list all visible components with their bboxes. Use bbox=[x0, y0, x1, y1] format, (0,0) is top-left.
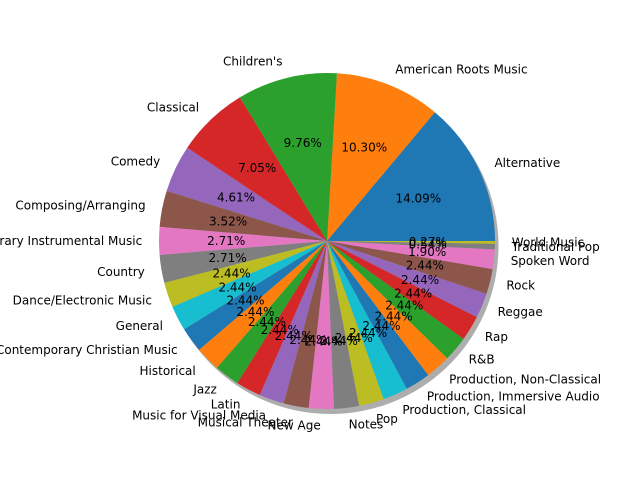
pie-category-label-dance-electronic-music: Dance/Electronic Music bbox=[13, 293, 152, 307]
pie-slice-r-b bbox=[327, 241, 464, 359]
pie-percent-label-children-s: 9.76% bbox=[284, 136, 322, 150]
pie-percent-label-production-immersive-audio: 2.44% bbox=[362, 319, 400, 333]
pie-category-label-traditional-pop: Traditional Pop bbox=[511, 240, 600, 254]
pie-percent-label-contemporary-christian-music: 2.44% bbox=[226, 293, 264, 307]
pie-slice-contemporary-instrumental-music bbox=[159, 226, 327, 256]
pie-category-label-contemporary-christian-music: Contemporary Christian Music bbox=[0, 343, 178, 357]
pie-percent-label-notes: 2.44% bbox=[320, 334, 358, 348]
pie-percent-label-musical-theater: 2.44% bbox=[289, 333, 327, 347]
pie-category-label-layer: Alternative American Roots Music Children'… bbox=[0, 55, 601, 433]
pie-percent-label-music-for-visual-media: 2.44% bbox=[275, 329, 313, 343]
pie-category-label-production-classical: Production, Classical bbox=[402, 403, 526, 417]
pie-percent-label-pop: 2.44% bbox=[335, 331, 373, 345]
pie-slice-musical-theater bbox=[283, 241, 327, 408]
pie-percent-label-classical: 7.05% bbox=[238, 161, 276, 175]
pie-slice-comedy bbox=[166, 147, 327, 241]
pie-slice-production-immersive-audio bbox=[327, 241, 429, 389]
pie-percent-label-spoken-word: 1.90% bbox=[408, 245, 446, 259]
pie-slice-production-classical bbox=[327, 241, 407, 400]
pie-percent-label-layer: 14.09% 10.30% 9.76% 7.05% 4.61% 3.52% 2.71% 2.7… bbox=[207, 136, 447, 349]
pie-category-label-rap: Rap bbox=[485, 330, 508, 344]
pie-percent-label-world-music: 0.27% bbox=[409, 235, 447, 249]
pie-category-label-general: General bbox=[116, 319, 163, 333]
pie-percent-label-r-b: 2.44% bbox=[385, 299, 423, 313]
pie-slice-rock bbox=[327, 241, 493, 294]
pie-category-label-notes: Notes bbox=[349, 418, 384, 432]
pie-category-label-production-non-classical: Production, Non-Classical bbox=[449, 373, 601, 387]
pie-percent-label-reggae: 2.44% bbox=[401, 273, 439, 287]
pie-slice-traditional-pop bbox=[327, 241, 495, 250]
pie-percent-label-country: 2.71% bbox=[209, 251, 247, 265]
pie-slice-rap bbox=[327, 241, 477, 339]
pie-slice-contemporary-christian-music bbox=[184, 241, 327, 350]
pie-slice-reggae bbox=[327, 241, 487, 318]
pie-category-label-alternative: Alternative bbox=[494, 156, 560, 170]
pie-percent-label-jazz: 2.44% bbox=[248, 315, 286, 329]
pie-category-label-world-music: World Music bbox=[512, 236, 584, 250]
pie-percent-label-comedy: 4.61% bbox=[217, 191, 255, 205]
pie-slice-dance-electronic-music bbox=[164, 241, 327, 307]
pie-category-label-rock: Rock bbox=[506, 279, 535, 293]
pie-percent-label-dance-electronic-music: 2.44% bbox=[212, 266, 250, 280]
pie-category-label-r-b: R&B bbox=[469, 353, 495, 367]
pie-slice-music-for-visual-media bbox=[259, 241, 327, 404]
pie-percent-label-composing-arranging: 3.52% bbox=[209, 215, 247, 229]
pie-category-label-composing-arranging: Composing/Arranging bbox=[15, 198, 145, 212]
pie-category-label-latin: Latin bbox=[211, 397, 241, 411]
pie-percent-label-alternative: 14.09% bbox=[395, 191, 441, 205]
pie-slice-jazz bbox=[216, 241, 327, 384]
pie-slice-american-roots-music bbox=[327, 73, 435, 241]
pie-slice-classical bbox=[187, 97, 327, 242]
pie-percent-label-american-roots-music: 10.30% bbox=[341, 140, 387, 154]
pie-slice-general bbox=[172, 241, 327, 330]
pie-category-label-jazz: Jazz bbox=[192, 382, 217, 396]
pie-percent-label-production-non-classical: 2.44% bbox=[375, 310, 413, 324]
pie-percent-label-historical: 2.44% bbox=[236, 305, 274, 319]
pie-category-label-historical: Historical bbox=[140, 364, 196, 378]
pie-percent-label-new-age: 2.44% bbox=[305, 335, 343, 349]
pie-slice-production-non-classical bbox=[327, 241, 448, 376]
pie-slice-composing-arranging bbox=[159, 190, 327, 241]
pie-percent-label-traditional-pop: 0.54% bbox=[409, 237, 447, 251]
pie-category-label-contemporary-instrumental-music: Contemporary Instrumental Music bbox=[0, 234, 142, 248]
pie-percent-label-rap: 2.44% bbox=[394, 286, 432, 300]
pie-category-label-spoken-word: Spoken Word bbox=[511, 254, 590, 268]
pie-slice-world-music bbox=[327, 241, 496, 244]
pie-category-label-children-s: Children's bbox=[223, 55, 282, 69]
pie-category-label-american-roots-music: American Roots Music bbox=[395, 62, 527, 76]
pie-wedge-layer bbox=[159, 72, 496, 409]
pie-category-label-country: Country bbox=[97, 265, 145, 279]
pie-category-label-reggae: Reggae bbox=[498, 305, 543, 319]
pie-category-label-pop: Pop bbox=[376, 412, 398, 426]
pie-category-label-music-for-visual-media: Music for Visual Media bbox=[132, 408, 266, 422]
pie-category-label-new-age: New Age bbox=[268, 419, 321, 433]
pie-slice-new-age bbox=[308, 241, 335, 409]
pie-percent-label-contemporary-instrumental-music: 2.71% bbox=[207, 234, 245, 248]
pie-slice-alternative bbox=[327, 112, 495, 242]
pie-slice-historical bbox=[199, 241, 327, 368]
pie-percent-label-latin: 2.44% bbox=[261, 323, 299, 337]
pie-category-label-production-immersive-audio: Production, Immersive Audio bbox=[427, 389, 600, 403]
pie-slice-country bbox=[159, 241, 327, 283]
pie-slice-pop bbox=[327, 241, 384, 406]
pie-slice-spoken-word bbox=[327, 241, 495, 270]
pie-slice-children-s bbox=[239, 72, 337, 242]
pie-percent-label-production-classical: 2.44% bbox=[349, 326, 387, 340]
pie-category-label-comedy: Comedy bbox=[111, 154, 161, 168]
pie-category-label-musical-theater: Musical Theater bbox=[198, 416, 293, 430]
pie-slice-notes bbox=[327, 241, 360, 409]
pie-slice-latin bbox=[237, 241, 327, 395]
pie-category-label-classical: Classical bbox=[147, 101, 199, 115]
pie-percent-label-general: 2.44% bbox=[218, 280, 256, 294]
pie-percent-label-rock: 2.44% bbox=[406, 258, 444, 272]
